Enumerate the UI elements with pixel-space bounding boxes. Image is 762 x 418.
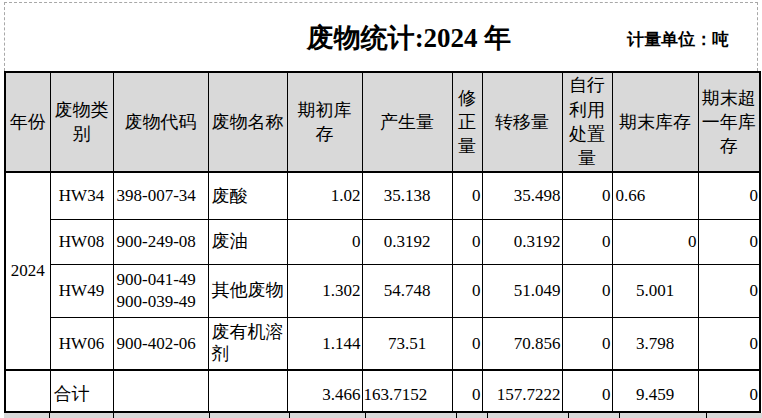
cell-category: HW34 — [50, 172, 113, 219]
cell-over-one-year: 0 — [698, 219, 760, 264]
cell-opening: 1.144 — [287, 317, 362, 370]
cell-category: HW49 — [50, 264, 113, 317]
cell-generated: 54.748 — [362, 264, 452, 317]
cell-opening: 1.02 — [287, 172, 362, 219]
cell-transferred: 0.3192 — [482, 219, 562, 264]
cell-over-one-year: 0 — [698, 264, 760, 317]
next-row-partial-strip — [4, 411, 760, 418]
cell-code: 900-041-49 900-039-49 — [113, 264, 208, 317]
cell-generated: 0.3192 — [362, 219, 452, 264]
cell-corrected: 0 — [452, 219, 482, 264]
header-row: 年份 废物类 别 废物代码 废物名称 期初库 存 产生量 修 正 量 转移量 自… — [5, 72, 760, 172]
cell-closing: 0.66 — [612, 172, 698, 219]
col-header-over-one-year-stock: 期末超 一年库 存 — [698, 72, 760, 172]
cell-name: 废酸 — [208, 172, 287, 219]
cell-over-one-year: 0 — [698, 172, 760, 219]
col-header-transferred: 转移量 — [482, 72, 562, 172]
col-header-waste-category: 废物类 别 — [50, 72, 113, 172]
page: 废物统计:2024 年 计量单位：吨 年份 废物类 别 废物代码 废物名称 期初… — [0, 0, 762, 418]
cell-corrected: 0 — [452, 317, 482, 370]
col-header-closing-stock: 期末库存 — [612, 72, 698, 172]
cell-self-disposed: 0 — [562, 317, 612, 370]
cell-generated: 35.138 — [362, 172, 452, 219]
col-header-year: 年份 — [5, 72, 50, 172]
col-header-waste-name: 废物名称 — [208, 72, 287, 172]
cell-code: 900-249-08 — [113, 219, 208, 264]
cell-transferred: 51.049 — [482, 264, 562, 317]
col-header-self-disposal: 自行 利用 处置 量 — [562, 72, 612, 172]
cell-code: 398-007-34 — [113, 172, 208, 219]
cell-opening: 0 — [287, 219, 362, 264]
cell-name: 废油 — [208, 219, 287, 264]
col-header-waste-code: 废物代码 — [113, 72, 208, 172]
table-row: HW06 900-402-06 废有机溶剂 1.144 73.51 0 70.8… — [5, 317, 760, 370]
col-header-correction: 修 正 量 — [452, 72, 482, 172]
table-row: HW49 900-041-49 900-039-49 其他废物 1.302 54… — [5, 264, 760, 317]
cell-transferred: 35.498 — [482, 172, 562, 219]
col-header-generated: 产生量 — [362, 72, 452, 172]
table-row: HW08 900-249-08 废油 0 0.3192 0 0.3192 0 0… — [5, 219, 760, 264]
cell-code: 900-402-06 — [113, 317, 208, 370]
cell-self-disposed: 0 — [562, 219, 612, 264]
cell-category: HW06 — [50, 317, 113, 370]
cell-closing: 5.001 — [612, 264, 698, 317]
table-row: 2024 HW34 398-007-34 废酸 1.02 35.138 0 35… — [5, 172, 760, 219]
cell-generated: 73.51 — [362, 317, 452, 370]
cell-category: HW08 — [50, 219, 113, 264]
cell-opening: 1.302 — [287, 264, 362, 317]
cell-corrected: 0 — [452, 264, 482, 317]
cell-corrected: 0 — [452, 172, 482, 219]
cell-self-disposed: 0 — [562, 172, 612, 219]
cell-closing: 3.798 — [612, 317, 698, 370]
cell-self-disposed: 0 — [562, 264, 612, 317]
cell-over-one-year: 0 — [698, 317, 760, 370]
col-header-opening-stock: 期初库 存 — [287, 72, 362, 172]
waste-statistics-table: 年份 废物类 别 废物代码 废物名称 期初库 存 产生量 修 正 量 转移量 自… — [4, 71, 761, 418]
cell-transferred: 70.856 — [482, 317, 562, 370]
unit-label: 计量单位：吨 — [627, 28, 729, 51]
cell-name: 其他废物 — [208, 264, 287, 317]
cell-year: 2024 — [5, 172, 50, 370]
cell-closing: 0 — [612, 219, 698, 264]
cell-name: 废有机溶剂 — [208, 317, 287, 370]
